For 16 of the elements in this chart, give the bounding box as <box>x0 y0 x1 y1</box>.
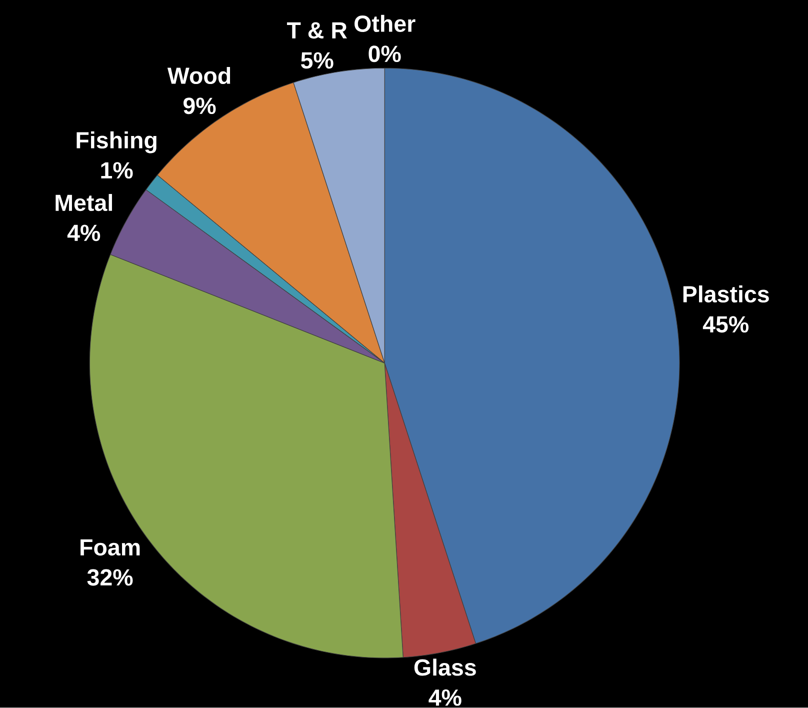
data-label: 1% <box>101 162 133 179</box>
slice-label: Wood <box>167 67 230 84</box>
slice-label: Metal <box>56 194 112 212</box>
text: 0% <box>368 46 401 62</box>
data-label: 5% <box>301 52 334 69</box>
slice-label: T & R <box>286 22 348 39</box>
data-label: 4% <box>67 224 100 242</box>
data-label: 4% <box>428 690 462 706</box>
data-label: 45% <box>702 316 749 333</box>
data-label: 9% <box>184 98 216 114</box>
slice-label: Plastics <box>683 286 769 303</box>
category-label: Other <box>354 15 416 32</box>
slice-label: Fishing <box>76 132 156 154</box>
data-label: 32% <box>87 569 133 586</box>
slice-label: Glass <box>414 658 476 676</box>
slice-label: Foam <box>80 540 140 556</box>
